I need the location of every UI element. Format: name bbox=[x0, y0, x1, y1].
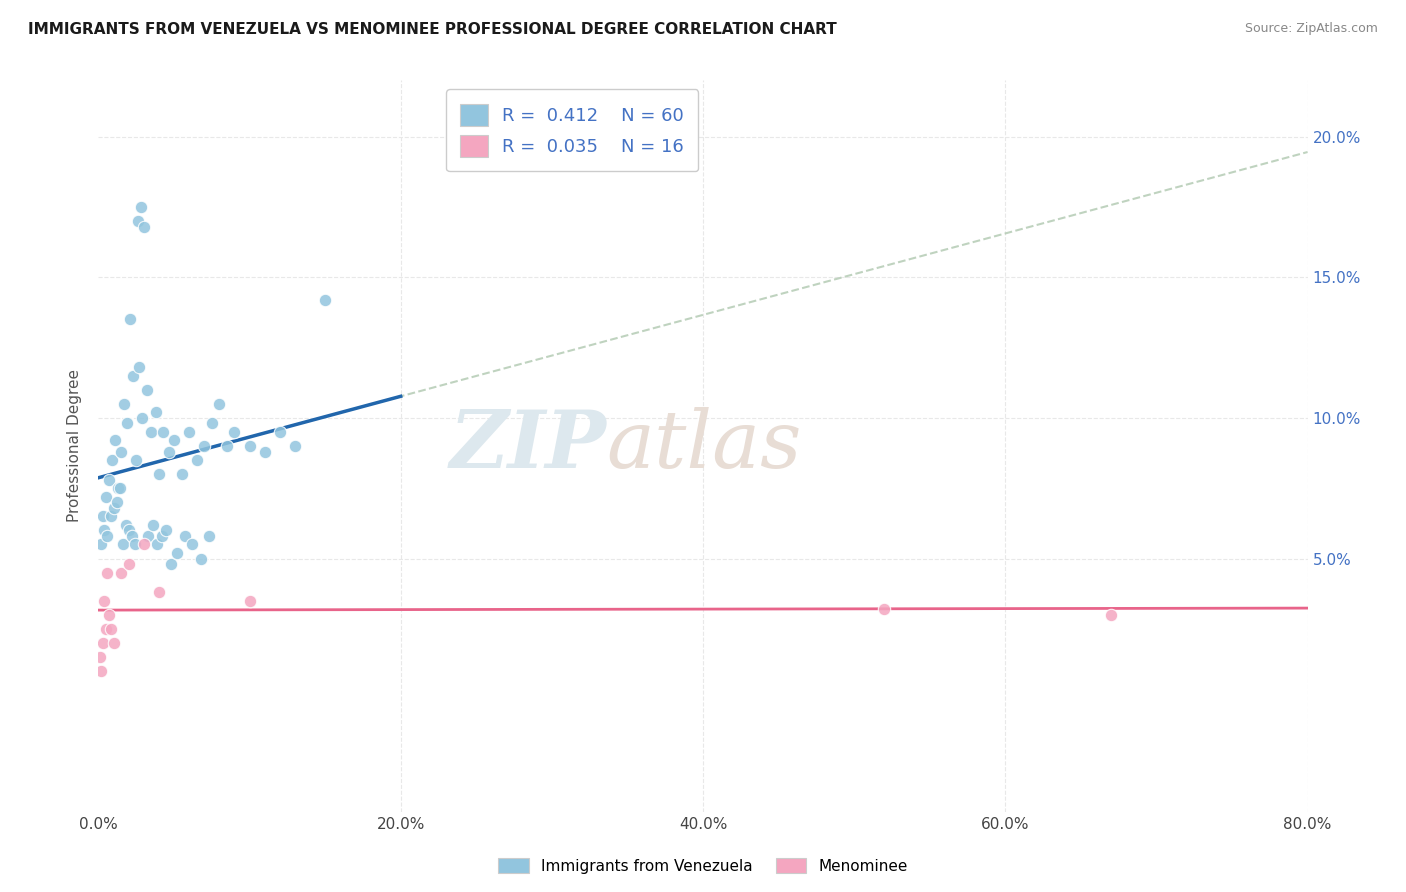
Point bbox=[121, 529, 143, 543]
Point bbox=[239, 593, 262, 607]
Point bbox=[170, 467, 193, 482]
Point bbox=[197, 529, 219, 543]
Point bbox=[111, 537, 134, 551]
Point bbox=[239, 439, 262, 453]
Point bbox=[146, 537, 169, 551]
Point bbox=[112, 397, 135, 411]
Point bbox=[159, 444, 181, 458]
Point bbox=[132, 537, 155, 551]
Point bbox=[160, 557, 183, 571]
Point bbox=[129, 200, 152, 214]
Point bbox=[118, 524, 141, 538]
Point bbox=[90, 664, 112, 678]
Point bbox=[141, 425, 163, 439]
Point bbox=[131, 410, 153, 425]
Point bbox=[94, 490, 117, 504]
Point bbox=[115, 417, 138, 431]
Point bbox=[98, 607, 121, 622]
Point bbox=[190, 551, 212, 566]
Point bbox=[124, 537, 146, 551]
Point bbox=[152, 425, 174, 439]
Text: IMMIGRANTS FROM VENEZUELA VS MENOMINEE PROFESSIONAL DEGREE CORRELATION CHART: IMMIGRANTS FROM VENEZUELA VS MENOMINEE P… bbox=[28, 22, 837, 37]
Point bbox=[96, 566, 118, 580]
Point bbox=[127, 214, 149, 228]
Point bbox=[215, 439, 238, 453]
Point bbox=[100, 622, 122, 636]
Point bbox=[110, 444, 132, 458]
Point bbox=[114, 517, 136, 532]
Point bbox=[208, 397, 231, 411]
Text: Source: ZipAtlas.com: Source: ZipAtlas.com bbox=[1244, 22, 1378, 36]
Point bbox=[132, 219, 155, 234]
Point bbox=[155, 524, 177, 538]
Point bbox=[120, 312, 142, 326]
Point bbox=[101, 453, 124, 467]
Point bbox=[179, 425, 201, 439]
Point bbox=[135, 383, 157, 397]
Point bbox=[103, 636, 125, 650]
Point bbox=[118, 557, 141, 571]
Point bbox=[110, 566, 132, 580]
Point bbox=[269, 425, 291, 439]
Point bbox=[122, 368, 145, 383]
Point bbox=[90, 537, 112, 551]
Point bbox=[142, 517, 165, 532]
Point bbox=[163, 434, 186, 448]
Point bbox=[94, 622, 117, 636]
Point bbox=[148, 467, 170, 482]
Point bbox=[96, 529, 118, 543]
Point bbox=[1099, 607, 1122, 622]
Point bbox=[150, 529, 173, 543]
Point bbox=[100, 509, 122, 524]
Point bbox=[125, 453, 148, 467]
Text: ZIP: ZIP bbox=[450, 408, 606, 484]
Point bbox=[93, 593, 115, 607]
Point bbox=[201, 417, 224, 431]
Point bbox=[186, 453, 208, 467]
Point bbox=[145, 405, 167, 419]
Legend: R =  0.412    N = 60, R =  0.035    N = 16: R = 0.412 N = 60, R = 0.035 N = 16 bbox=[446, 89, 699, 171]
Point bbox=[314, 293, 336, 307]
Point bbox=[181, 537, 204, 551]
Y-axis label: Professional Degree: Professional Degree bbox=[67, 369, 83, 523]
Point bbox=[98, 473, 121, 487]
Point bbox=[104, 434, 127, 448]
Legend: Immigrants from Venezuela, Menominee: Immigrants from Venezuela, Menominee bbox=[492, 852, 914, 880]
Point bbox=[284, 439, 307, 453]
Point bbox=[253, 444, 276, 458]
Point bbox=[148, 585, 170, 599]
Point bbox=[873, 602, 896, 616]
Point bbox=[103, 500, 125, 515]
Point bbox=[91, 636, 114, 650]
Point bbox=[166, 546, 188, 560]
Point bbox=[107, 481, 129, 495]
Point bbox=[224, 425, 246, 439]
Text: atlas: atlas bbox=[606, 408, 801, 484]
Point bbox=[173, 529, 195, 543]
Point bbox=[91, 509, 114, 524]
Point bbox=[193, 439, 215, 453]
Point bbox=[136, 529, 159, 543]
Point bbox=[108, 481, 131, 495]
Point bbox=[93, 524, 115, 538]
Point bbox=[89, 650, 111, 665]
Point bbox=[128, 360, 150, 375]
Point bbox=[105, 495, 128, 509]
